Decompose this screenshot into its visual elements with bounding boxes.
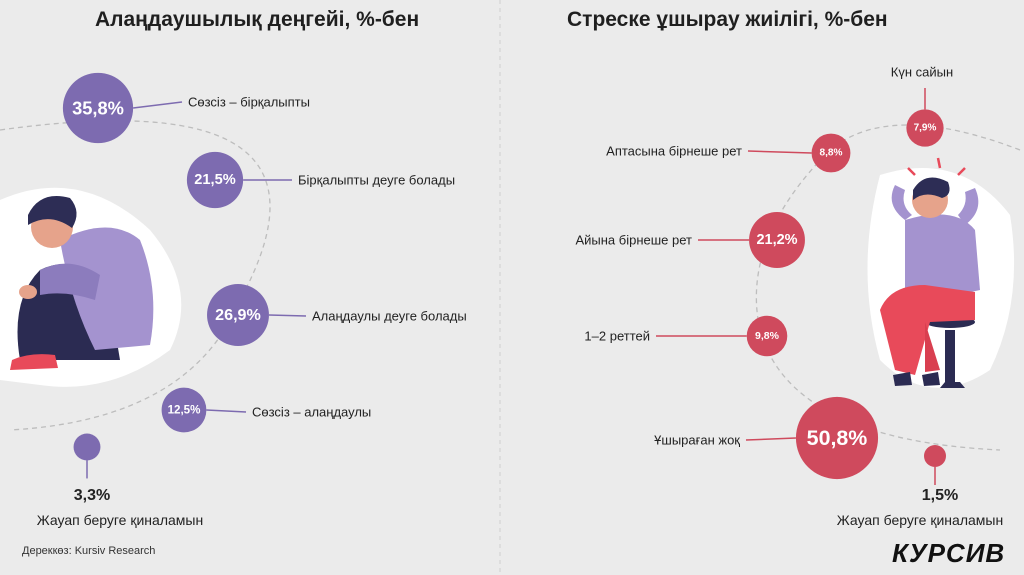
bubble-value-label: 7,9%	[914, 123, 937, 134]
category-label: Бірқалыпты деуге болады	[298, 173, 455, 188]
kursiv-logo: КУРСИВ	[892, 538, 1006, 568]
bubble-value-label: 26,9%	[215, 306, 261, 324]
data-bubble	[924, 445, 946, 467]
data-bubble	[73, 433, 101, 461]
left-guide-arc	[0, 120, 271, 431]
bottom-value-label: 3,3%	[74, 487, 110, 504]
bubble-value-label: 21,5%	[194, 172, 235, 188]
data-bubble	[749, 212, 805, 268]
bubble-value-label: 9,8%	[755, 330, 780, 342]
category-label: Алаңдаулы деуге болады	[312, 309, 467, 324]
connector-line	[747, 150, 812, 154]
data-bubble	[746, 315, 788, 357]
right-chart-title: Стреске ұшырау жиілігі, %-бен	[567, 8, 888, 31]
bottom-value-label: 1,5%	[922, 487, 958, 504]
bubble-value-label: 35,8%	[72, 98, 124, 119]
anxious-person-illustration	[10, 196, 154, 370]
data-bubble	[811, 133, 851, 173]
connector-line	[133, 101, 183, 109]
data-bubble	[906, 109, 944, 147]
bubble-value-label: 50,8%	[807, 426, 868, 450]
category-label: Ұшыраған жоқ	[654, 433, 740, 448]
category-label: Жауап беруге қиналамын	[837, 512, 1003, 528]
category-label: Күн сайын	[891, 65, 953, 80]
connector-line	[745, 437, 796, 441]
category-label: Сөзсіз – бірқалыпты	[188, 95, 310, 110]
data-bubble	[161, 387, 207, 433]
data-bubble	[207, 284, 269, 346]
data-bubble	[62, 72, 134, 144]
connector-line	[206, 409, 247, 413]
bubble-value-label: 8,8%	[819, 148, 842, 159]
stressed-person-illustration	[880, 157, 980, 388]
category-label: 1–2 реттей	[584, 329, 650, 344]
bubble-value-label: 21,2%	[756, 232, 797, 248]
data-bubble	[795, 396, 879, 480]
bubble-value-label: 12,5%	[168, 404, 201, 417]
category-label: Сөзсіз – алаңдаулы	[252, 405, 371, 420]
data-bubble	[186, 151, 244, 209]
left-chart-title: Алаңдаушылық деңгейі, %-бен	[95, 8, 420, 31]
source-note: Дереккөз: Kursiv Research	[22, 545, 156, 557]
category-label: Жауап беруге қиналамын	[37, 512, 203, 528]
category-label: Аптасына бірнеше рет	[606, 144, 742, 159]
category-label: Айына бірнеше рет	[575, 233, 692, 248]
connector-line	[268, 314, 307, 317]
